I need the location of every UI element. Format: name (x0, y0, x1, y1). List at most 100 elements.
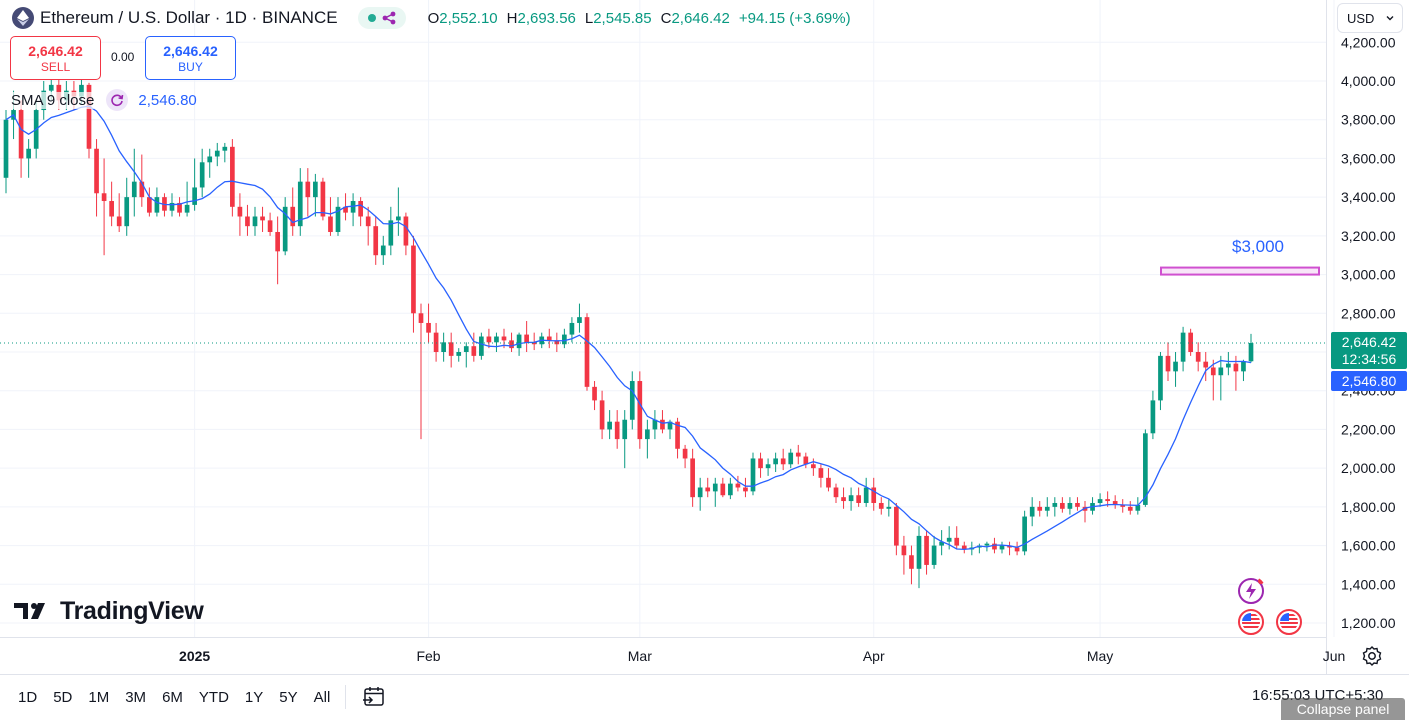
us-flag-event-icon-2[interactable] (1274, 607, 1304, 637)
candle-body (939, 541, 944, 546)
range-button-3m[interactable]: 3M (125, 689, 147, 706)
candle-body (894, 506, 899, 546)
range-button-6m[interactable]: 6M (162, 689, 183, 706)
chevron-down-icon (1386, 16, 1394, 21)
candle-body (931, 545, 937, 565)
candle-body (1173, 361, 1178, 372)
time-axis-label: May (1087, 648, 1113, 664)
candle-body (403, 216, 409, 246)
buy-label: BUY (178, 59, 203, 74)
sell-button[interactable]: 2,646.42 SELL (10, 36, 101, 80)
candle-body (848, 495, 854, 502)
candle-body (411, 245, 416, 314)
candle-body (479, 336, 484, 356)
candle-body (1150, 400, 1156, 434)
price-axis-label: 1,600.00 (1341, 538, 1396, 554)
candle-body (743, 487, 748, 492)
candle-body (765, 464, 771, 469)
candle-body (622, 419, 628, 440)
us-flag-event-icon[interactable] (1236, 607, 1266, 637)
settings-gear-icon[interactable] (1360, 644, 1384, 668)
sell-label: SELL (40, 59, 71, 74)
indicator-legend[interactable]: SMA 9 close 2,546.80 (11, 89, 197, 111)
candle-body (992, 543, 997, 550)
candle-body (501, 336, 507, 341)
candle-body (388, 220, 394, 246)
indicator-name[interactable]: SMA 9 close (11, 91, 95, 109)
candle-body (320, 181, 326, 217)
candle-body (803, 456, 809, 465)
range-button-all[interactable]: All (313, 689, 331, 706)
ohlc-item: +94.15 (+3.69%) (739, 10, 851, 27)
candle-body (448, 342, 454, 356)
price-range-drawing (1160, 266, 1320, 276)
price-axis-label: 3,400.00 (1341, 189, 1396, 205)
currency-select[interactable]: USD (1337, 3, 1403, 33)
candle-body (916, 535, 922, 569)
ohlc-key: L (584, 9, 594, 27)
lightning-event-icon[interactable] (1236, 576, 1266, 606)
candle-body (909, 555, 914, 569)
candle-body (1218, 367, 1224, 376)
range-button-ytd[interactable]: YTD (198, 689, 229, 706)
ohlc-item: C2,646.42 (661, 10, 730, 27)
candle-body (139, 181, 145, 198)
candle-body (1241, 361, 1246, 372)
range-button-5y[interactable]: 5Y (279, 689, 298, 706)
candle-body (516, 334, 522, 349)
candle-body (245, 216, 250, 227)
candle-body (509, 340, 514, 349)
price-axis-label: 3,800.00 (1341, 112, 1396, 128)
candle-body (441, 342, 446, 352)
candle-body (1180, 332, 1186, 362)
candle-body (26, 148, 31, 159)
candle-body (728, 483, 733, 496)
price-axis-label: 1,200.00 (1341, 615, 1396, 631)
buy-price: 2,646.42 (163, 42, 218, 59)
candle-body (984, 543, 990, 546)
price-axis-label: 2,200.00 (1341, 421, 1396, 437)
market-status-dot (367, 14, 376, 22)
time-axis-label: Apr (863, 648, 885, 664)
candle-body (826, 477, 831, 488)
symbol-title[interactable]: Ethereum / U.S. Dollar · 1D · BINANCE (40, 8, 338, 27)
candle-body (667, 421, 673, 430)
candle-body (999, 545, 1005, 550)
candle-body (645, 429, 650, 440)
candle-body (886, 506, 892, 509)
price-axis-label: 2,000.00 (1341, 460, 1396, 476)
calendar-range-icon[interactable] (361, 684, 387, 710)
candle-body (335, 206, 341, 232)
candle-body (184, 204, 190, 213)
candle-body (373, 226, 379, 256)
range-button-1m[interactable]: 1M (88, 689, 110, 706)
tradingview-logo[interactable]: TradingView (14, 597, 204, 625)
buy-button[interactable]: 2,646.42 BUY (145, 36, 236, 80)
candle-body (79, 84, 84, 97)
candle-body (607, 421, 612, 430)
candle-body (652, 419, 658, 430)
ohlc-values: O2,552.10 H2,693.56 L2,545.85 C2,646.42 +94.… (428, 10, 851, 27)
candle-body (456, 352, 462, 356)
bar-countdown: 12:34:56 (1341, 351, 1397, 367)
share-pill[interactable] (357, 7, 406, 29)
price-axis-label: 4,000.00 (1341, 73, 1396, 89)
candle-body (1044, 506, 1050, 511)
candle-body (531, 342, 537, 345)
candle-body (1112, 501, 1118, 505)
range-button-1y[interactable]: 1Y (244, 689, 264, 706)
price-range-label[interactable]: $3,000 (1232, 237, 1284, 256)
candle-body (773, 458, 778, 465)
candle-body (750, 458, 756, 492)
candle-body (328, 216, 333, 232)
range-button-5d[interactable]: 5D (53, 689, 73, 706)
price-axis-label: 1,800.00 (1341, 499, 1396, 515)
candle-body (1007, 545, 1012, 548)
candle-body (562, 334, 567, 345)
candle-body (1195, 352, 1201, 362)
candle-body (237, 206, 243, 217)
bottom-toolbar: 1D 5D 1M 3M 6M YTD 1Y 5Y All 16:55:03 UTC+5:30 C… (0, 674, 1409, 720)
range-button-1d[interactable]: 1D (18, 689, 38, 706)
collapse-panel-button[interactable]: Collapse panel (1281, 698, 1405, 720)
